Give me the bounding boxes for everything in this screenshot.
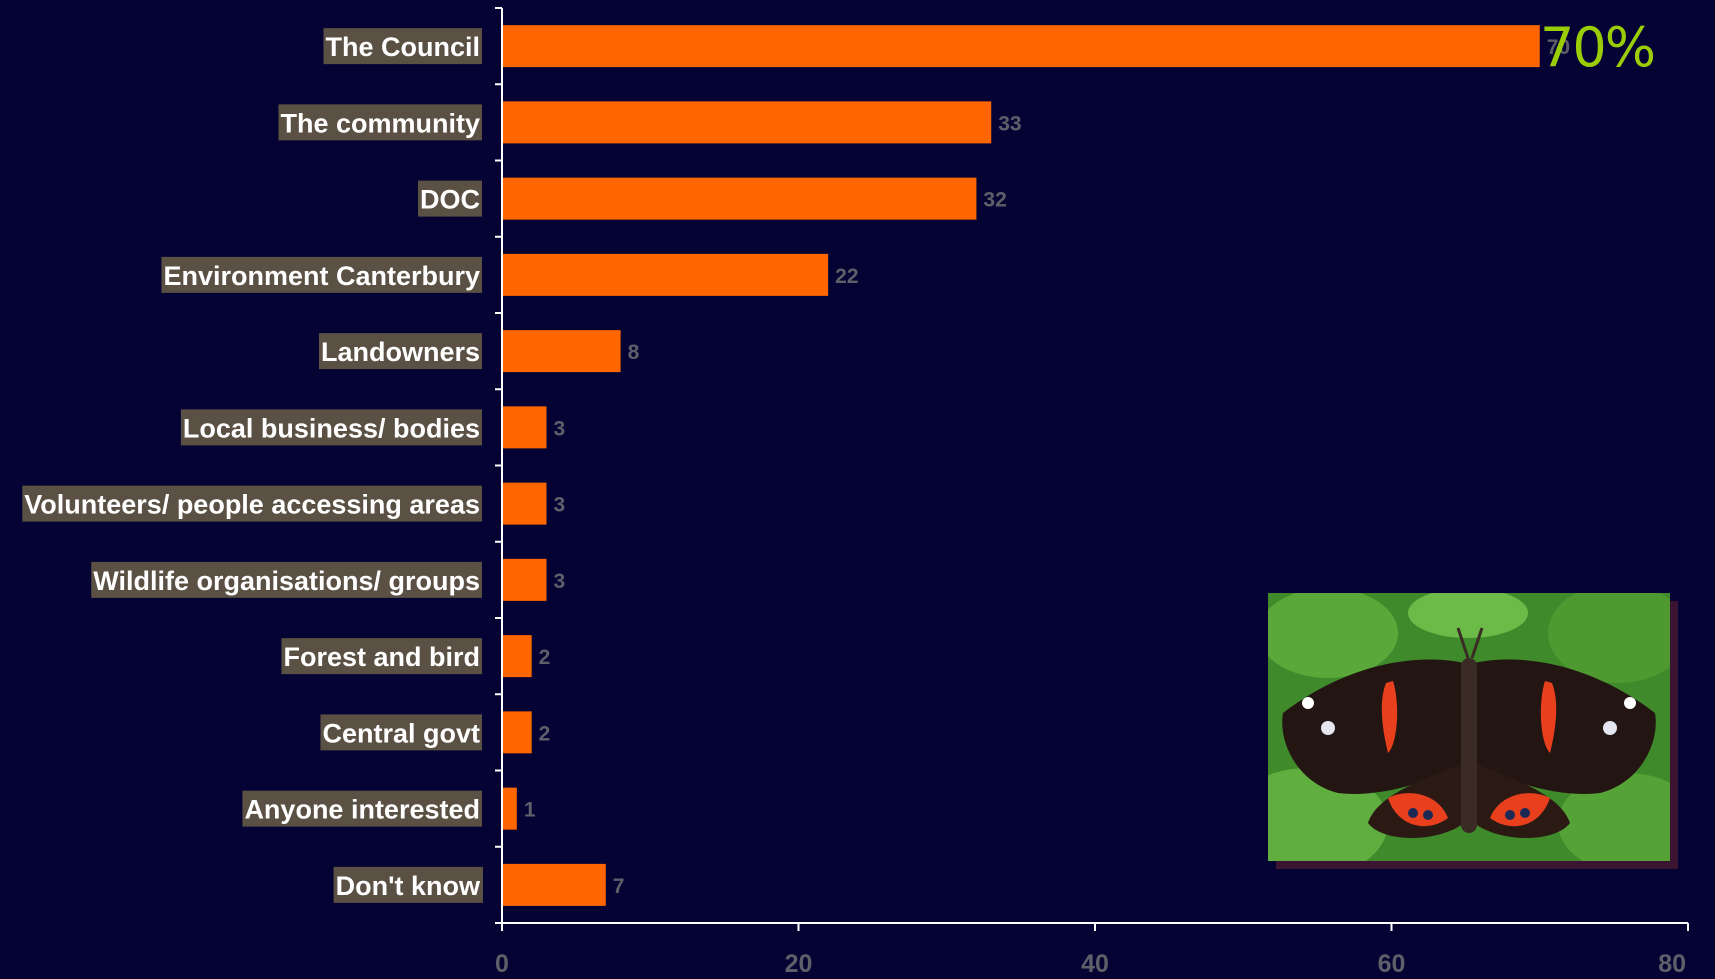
bar <box>503 482 547 525</box>
data-label: 33 <box>998 112 1021 135</box>
x-ticks: 0 20 40 60 80 <box>495 923 1689 978</box>
category-label-background <box>161 256 482 293</box>
category-label: The Council <box>326 32 481 62</box>
bar <box>503 253 829 296</box>
category-label: Volunteers/ people accessing areas <box>24 490 480 520</box>
data-label: 1 <box>524 799 536 822</box>
butterfly-icon <box>1268 593 1670 861</box>
category-label: Landowners <box>321 337 480 367</box>
x-tick-label: 40 <box>1081 950 1109 978</box>
category-label: The community <box>280 108 480 138</box>
category-label: Environment Canterbury <box>163 261 480 291</box>
data-label: 3 <box>553 570 565 593</box>
bar <box>503 177 977 220</box>
bar <box>503 863 606 906</box>
data-label: 22 <box>835 265 858 288</box>
bars <box>503 25 1540 906</box>
category-label-background <box>320 714 482 751</box>
x-tick-label: 60 <box>1378 950 1406 978</box>
bar <box>503 558 547 601</box>
category-label: Forest and bird <box>283 642 480 672</box>
category-labels: The Council The community DOC Environment C… <box>22 28 483 903</box>
category-label-background <box>91 561 482 598</box>
category-label-background <box>333 866 483 903</box>
category-label: Wildlife organisations/ groups <box>93 566 480 596</box>
x-tick-label: 20 <box>785 950 813 978</box>
x-tick-label: 0 <box>495 950 509 978</box>
butterfly-image <box>1268 593 1670 861</box>
category-label-background <box>278 104 482 141</box>
data-label: 3 <box>553 417 565 440</box>
category-label-background <box>318 333 482 370</box>
bar <box>503 25 1540 68</box>
bar <box>503 330 621 373</box>
category-label: Don't know <box>336 871 481 901</box>
bar <box>503 711 532 754</box>
data-label: 8 <box>628 341 640 364</box>
category-label-background <box>323 28 482 65</box>
data-label: 32 <box>983 189 1006 212</box>
category-label-background <box>418 180 482 217</box>
category-label-background <box>180 409 482 446</box>
category-label: Local business/ bodies <box>183 413 480 443</box>
bar <box>503 635 532 678</box>
category-label-background <box>242 790 482 827</box>
data-label: 2 <box>539 722 551 745</box>
category-label: Central govt <box>322 718 480 748</box>
data-label: 70 <box>1547 36 1570 59</box>
x-tick-label: 80 <box>1658 950 1686 978</box>
bar <box>503 101 992 144</box>
bar <box>503 787 517 830</box>
data-label: 2 <box>539 646 551 669</box>
data-label: 3 <box>553 494 565 517</box>
data-label: 7 <box>613 875 625 898</box>
bar <box>503 406 547 449</box>
category-label: DOC <box>420 185 480 215</box>
category-label: Anyone interested <box>244 795 480 825</box>
category-label-background <box>22 485 482 522</box>
highlight-callout: 70% <box>1540 16 1656 79</box>
category-label-background <box>281 638 482 675</box>
